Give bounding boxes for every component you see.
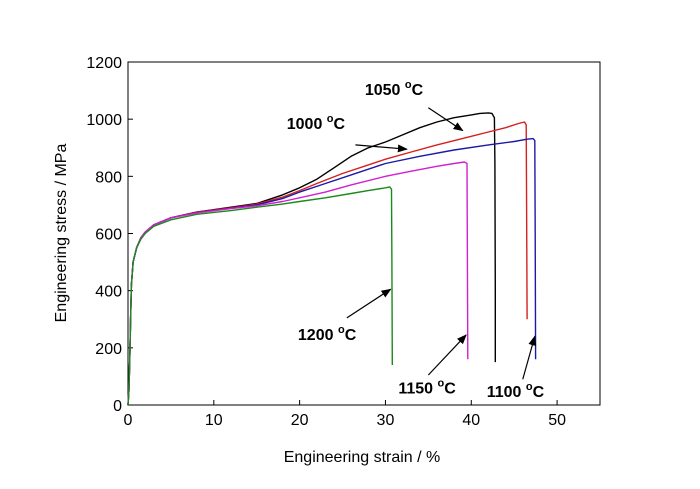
- annotation-number: 1150: [398, 381, 437, 398]
- annotation-arrow-1: [428, 107, 464, 132]
- annotation-unit: C: [533, 384, 545, 401]
- series-line-0: [127, 112, 496, 406]
- annotation-number: 1100: [487, 384, 526, 401]
- x-tick-label: 20: [291, 412, 309, 429]
- degree-superscript: o: [526, 381, 533, 393]
- plot-frame: [127, 61, 601, 406]
- x-tick-label: 40: [462, 412, 480, 429]
- y-tick-label: 600: [95, 227, 122, 244]
- annotation-number: 1000: [287, 116, 327, 133]
- annotation-arrow-4: [346, 288, 392, 319]
- annotation-number: 1200: [298, 327, 338, 344]
- annotation-label-0: 1000 oC: [287, 113, 346, 133]
- annotation-unit: C: [345, 327, 357, 344]
- degree-superscript: o: [327, 113, 334, 125]
- series-group: [127, 112, 537, 406]
- annotation-unit: C: [444, 381, 456, 398]
- x-tick-label: 10: [205, 412, 223, 429]
- y-tick-label: 1000: [86, 112, 122, 129]
- y-tick-label: 200: [95, 341, 122, 358]
- axis-ticks: 0 10 20 30 40 50 0 200 400 600 800 1000 1200: [86, 55, 566, 429]
- x-tick-label: 0: [124, 412, 133, 429]
- annotation-label-3: 1150 oC: [398, 378, 456, 398]
- degree-superscript: o: [437, 378, 444, 390]
- annotation-unit: C: [412, 82, 424, 99]
- annotation-arrow-2: [522, 335, 537, 380]
- annotation-label-2: 1100 oC: [487, 381, 545, 401]
- y-tick-label: 800: [95, 169, 122, 186]
- y-tick-label: 400: [95, 284, 122, 301]
- y-axis-label: Engineering stress / MPa: [53, 144, 70, 323]
- annotation-unit: C: [334, 116, 346, 133]
- series-line-2: [127, 137, 537, 406]
- annotation-label-4: 1200 oC: [298, 324, 357, 344]
- series-line-4: [127, 186, 393, 406]
- degree-superscript: o: [338, 324, 345, 336]
- x-axis-label: Engineering strain / %: [284, 449, 441, 466]
- x-tick-label: 50: [548, 412, 566, 429]
- x-tick-label: 30: [377, 412, 395, 429]
- annotation-arrow-0: [355, 144, 408, 153]
- y-tick-label: 0: [113, 398, 122, 415]
- annotation-arrow-3: [427, 334, 467, 376]
- degree-superscript: o: [405, 79, 412, 91]
- series-line-3: [127, 161, 469, 406]
- annotation-number: 1050: [365, 82, 405, 99]
- annotation-label-1: 1050 oC: [365, 79, 424, 99]
- y-tick-label: 1200: [86, 55, 122, 72]
